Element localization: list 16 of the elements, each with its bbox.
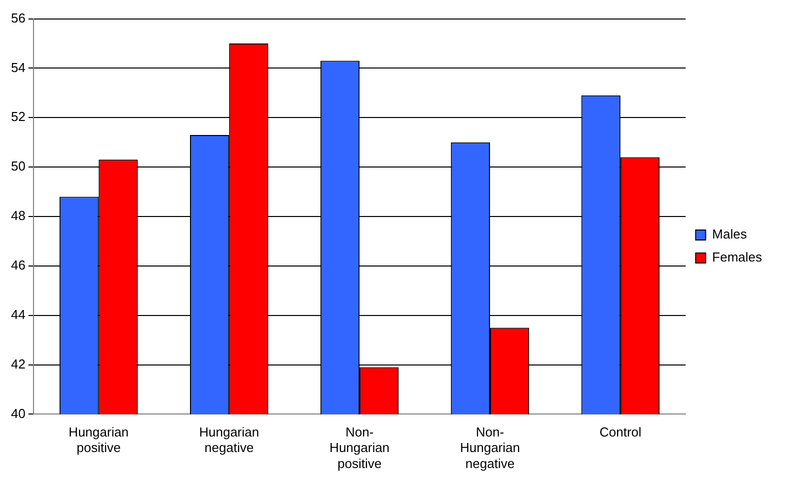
y-tick-label: 50 xyxy=(10,158,26,174)
x-tick-label: Control xyxy=(599,424,642,440)
x-tick-label: Hungarian negative xyxy=(199,424,260,456)
y-tick-label: 54 xyxy=(10,60,26,75)
y-tick-label: 40 xyxy=(10,406,26,421)
y-tick-label: 48 xyxy=(10,208,26,224)
y-tick-label: 42 xyxy=(10,356,26,372)
y-tick-label: 56 xyxy=(10,10,26,26)
y-tick-label: 52 xyxy=(10,109,26,124)
x-tick-label: Hungarian positive xyxy=(68,424,129,456)
y-tick-label: 44 xyxy=(10,306,26,322)
x-tick-label: Non-Hungarian positive xyxy=(330,424,390,471)
x-tick-label: Non-Hungarian negative xyxy=(460,424,520,471)
legend-label: Males xyxy=(712,226,748,242)
legend-label: Females xyxy=(712,250,762,265)
y-tick-label: 46 xyxy=(10,258,26,273)
